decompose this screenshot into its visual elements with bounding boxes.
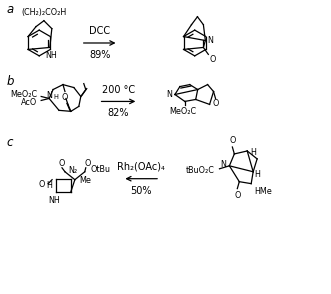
Text: Me: Me bbox=[79, 176, 91, 185]
Text: b: b bbox=[7, 75, 14, 88]
Text: tBuO₂C: tBuO₂C bbox=[186, 166, 214, 175]
Text: O: O bbox=[84, 159, 91, 168]
Text: O: O bbox=[229, 136, 236, 145]
Text: O: O bbox=[59, 159, 65, 168]
Text: 82%: 82% bbox=[108, 108, 129, 118]
Text: 200 °C: 200 °C bbox=[102, 84, 135, 94]
Text: a: a bbox=[7, 3, 14, 16]
Text: DCC: DCC bbox=[89, 26, 110, 36]
Text: MeO₂C: MeO₂C bbox=[10, 90, 37, 99]
Text: H: H bbox=[254, 170, 260, 179]
Text: NH: NH bbox=[48, 196, 60, 205]
Text: OtBu: OtBu bbox=[91, 165, 111, 174]
Text: HMe: HMe bbox=[254, 187, 272, 196]
Text: O: O bbox=[212, 99, 219, 108]
Text: O: O bbox=[234, 191, 241, 200]
Text: c: c bbox=[7, 136, 13, 149]
Text: (CH₂)₂CO₂H: (CH₂)₂CO₂H bbox=[21, 8, 67, 17]
Text: AcO: AcO bbox=[21, 98, 37, 107]
Text: Rh₂(OAc)₄: Rh₂(OAc)₄ bbox=[117, 162, 165, 172]
Text: O: O bbox=[62, 93, 68, 101]
Text: N: N bbox=[166, 90, 172, 99]
Text: O: O bbox=[39, 180, 45, 189]
Text: N: N bbox=[207, 36, 213, 45]
Text: NH: NH bbox=[45, 51, 57, 60]
Text: N₂: N₂ bbox=[68, 166, 77, 175]
Text: N: N bbox=[220, 160, 226, 169]
Text: H: H bbox=[250, 148, 256, 158]
Text: O: O bbox=[209, 55, 216, 64]
Text: MeO₂C: MeO₂C bbox=[169, 107, 196, 116]
Text: N: N bbox=[46, 91, 52, 100]
Text: H: H bbox=[54, 93, 59, 99]
Text: 89%: 89% bbox=[89, 50, 110, 60]
Text: 50%: 50% bbox=[130, 186, 152, 196]
Text: H: H bbox=[46, 181, 52, 190]
